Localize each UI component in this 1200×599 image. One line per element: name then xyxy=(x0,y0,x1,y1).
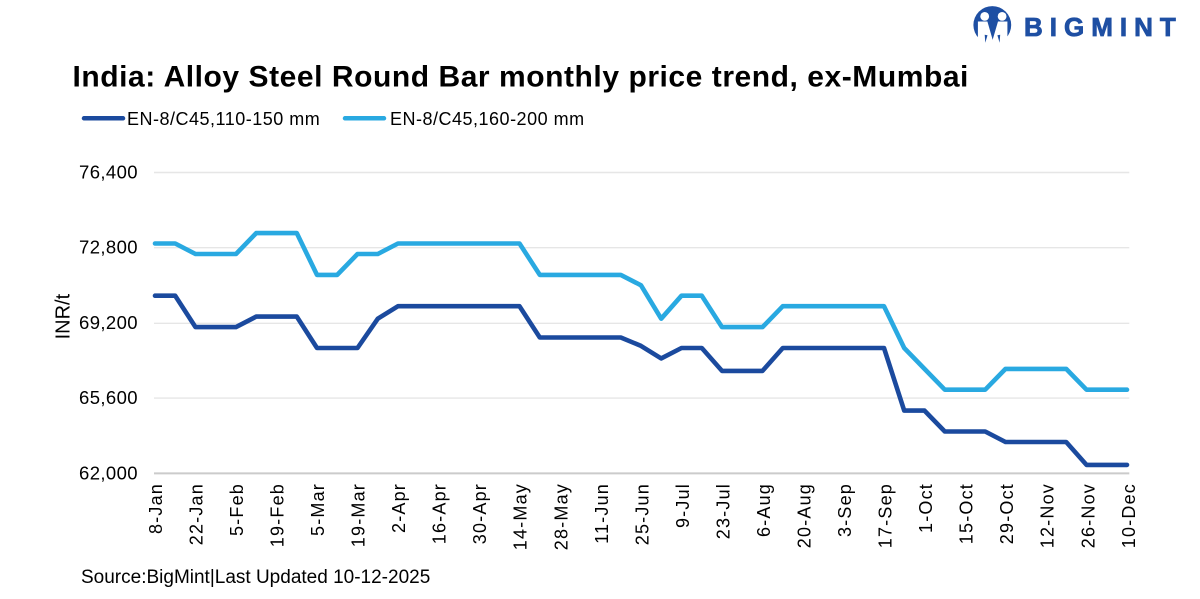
svg-text:17-Sep: 17-Sep xyxy=(876,483,896,548)
svg-text:26-Nov: 26-Nov xyxy=(1078,483,1098,548)
svg-text:19-Mar: 19-Mar xyxy=(349,483,369,547)
svg-text:23-Jul: 23-Jul xyxy=(713,483,733,539)
svg-text:19-Feb: 19-Feb xyxy=(268,483,288,547)
svg-text:20-Aug: 20-Aug xyxy=(795,483,815,548)
svg-text:12-Nov: 12-Nov xyxy=(1038,483,1058,548)
svg-text:India: Alloy Steel Round Bar m: India: Alloy Steel Round Bar monthly pri… xyxy=(73,61,969,94)
svg-text:9-Jul: 9-Jul xyxy=(673,483,693,528)
svg-text:5-Feb: 5-Feb xyxy=(227,483,247,536)
svg-text:6-Aug: 6-Aug xyxy=(754,483,774,537)
svg-text:2-Apr: 2-Apr xyxy=(389,483,409,533)
svg-text:76,400: 76,400 xyxy=(79,162,138,183)
svg-text:65,600: 65,600 xyxy=(79,387,138,408)
svg-text:30-Apr: 30-Apr xyxy=(470,483,490,544)
svg-text:11-Jun: 11-Jun xyxy=(592,483,612,544)
svg-text:5-Mar: 5-Mar xyxy=(308,483,328,536)
svg-text:8-Jan: 8-Jan xyxy=(146,483,166,534)
svg-text:69,200: 69,200 xyxy=(79,312,138,333)
svg-text:14-May: 14-May xyxy=(511,483,531,550)
svg-text:72,800: 72,800 xyxy=(79,237,138,258)
svg-text:Source:BigMint|Last Updated 10: Source:BigMint|Last Updated 10-12-2025 xyxy=(81,567,430,588)
svg-text:3-Sep: 3-Sep xyxy=(835,483,855,537)
svg-text:28-May: 28-May xyxy=(551,483,571,550)
svg-text:EN-8/C45,110-150 mm: EN-8/C45,110-150 mm xyxy=(127,109,320,129)
svg-text:EN-8/C45,160-200 mm: EN-8/C45,160-200 mm xyxy=(390,109,585,129)
svg-text:22-Jan: 22-Jan xyxy=(186,483,206,545)
svg-text:10-Dec: 10-Dec xyxy=(1119,483,1139,548)
svg-text:25-Jun: 25-Jun xyxy=(632,483,652,545)
svg-text:29-Oct: 29-Oct xyxy=(997,483,1017,544)
svg-text:16-Apr: 16-Apr xyxy=(430,483,450,544)
svg-text:INR/t: INR/t xyxy=(53,293,75,339)
svg-text:15-Oct: 15-Oct xyxy=(957,483,977,544)
svg-text:62,000: 62,000 xyxy=(79,462,138,483)
svg-text:1-Oct: 1-Oct xyxy=(916,483,936,533)
svg-text:BIGMINT: BIGMINT xyxy=(1024,12,1183,42)
